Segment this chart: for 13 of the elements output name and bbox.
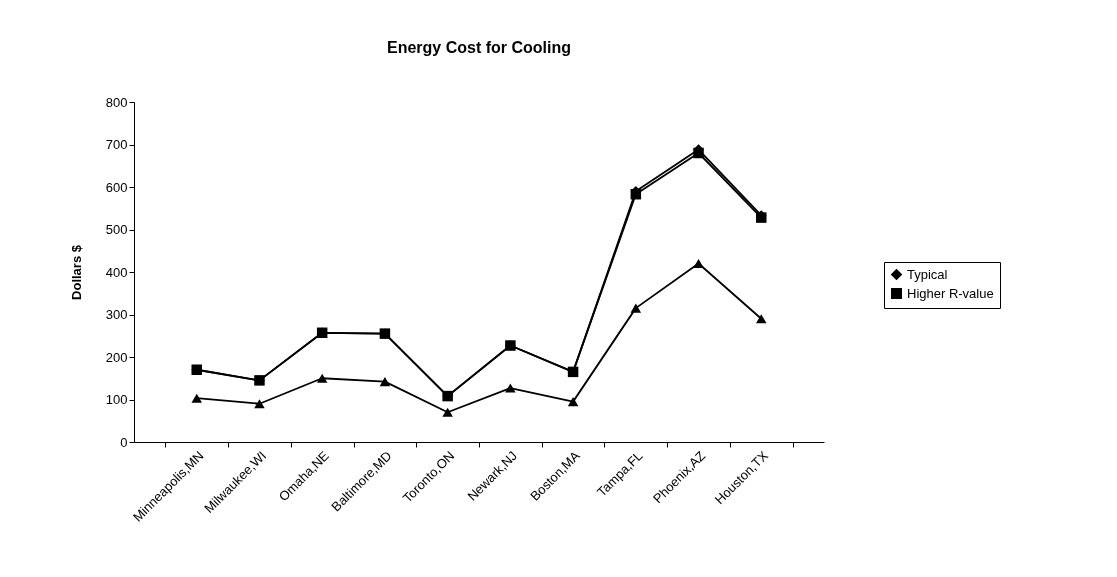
legend-label: Higher R-value bbox=[907, 285, 994, 301]
y-tick-label: 400 bbox=[105, 264, 128, 280]
y-tick-label: 600 bbox=[105, 179, 128, 195]
y-tick-label: 100 bbox=[105, 392, 128, 407]
legend-label: Typical bbox=[907, 266, 948, 282]
y-tick-label: 0 bbox=[120, 434, 128, 450]
y-tick-label: 500 bbox=[105, 222, 128, 237]
y-tick-label: 700 bbox=[105, 137, 128, 152]
y-tick-label: 200 bbox=[105, 349, 128, 365]
chart-title: Energy Cost for Cooling bbox=[387, 39, 571, 56]
y-axis-title: Dollars $ bbox=[68, 244, 84, 300]
y-tick-label: 800 bbox=[105, 94, 128, 110]
y-tick-label: 300 bbox=[105, 307, 128, 322]
